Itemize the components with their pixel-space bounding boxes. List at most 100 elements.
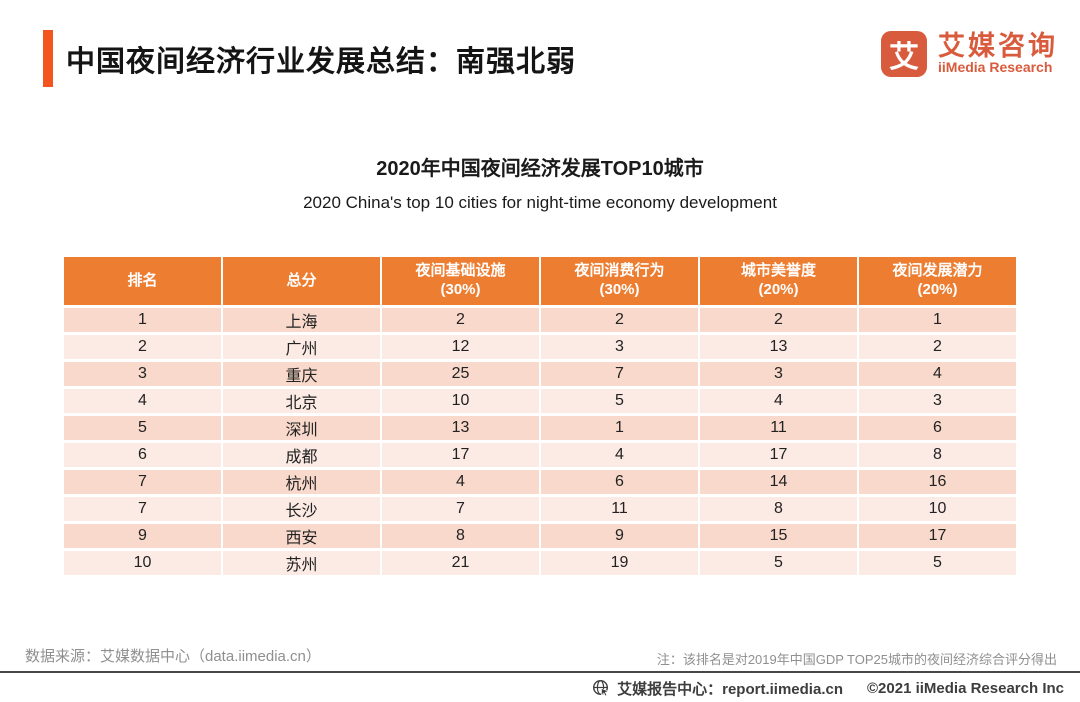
col-header-consumption: 夜间消费行为 (30%) bbox=[541, 257, 698, 305]
potential-rank-cell: 2 bbox=[859, 335, 1016, 359]
infrastructure-rank-cell: 21 bbox=[382, 551, 539, 575]
city-cell: 苏州 bbox=[223, 551, 380, 575]
potential-rank-cell: 8 bbox=[859, 443, 1016, 467]
infrastructure-rank-cell: 8 bbox=[382, 524, 539, 548]
table-row: 1 上海 2 2 2 1 bbox=[64, 308, 1016, 332]
chart-subtitle: 2020 China's top 10 cities for night-tim… bbox=[303, 193, 777, 212]
rank-cell: 6 bbox=[64, 443, 221, 467]
consumption-rank-cell: 7 bbox=[541, 362, 698, 386]
table-row: 3 重庆 25 7 3 4 bbox=[64, 362, 1016, 386]
consumption-rank-cell: 3 bbox=[541, 335, 698, 359]
potential-rank-cell: 1 bbox=[859, 308, 1016, 332]
consumption-rank-cell: 6 bbox=[541, 470, 698, 494]
globe-cursor-icon bbox=[592, 679, 610, 697]
col-header-infrastructure: 夜间基础设施 (30%) bbox=[382, 257, 539, 305]
reputation-rank-cell: 11 bbox=[700, 416, 857, 440]
col-header-weight: (30%) bbox=[440, 281, 481, 298]
city-cell: 广州 bbox=[223, 335, 380, 359]
consumption-rank-cell: 1 bbox=[541, 416, 698, 440]
rank-cell: 3 bbox=[64, 362, 221, 386]
infrastructure-rank-cell: 10 bbox=[382, 389, 539, 413]
rank-cell: 1 bbox=[64, 308, 221, 332]
rank-cell: 7 bbox=[64, 470, 221, 494]
city-cell: 西安 bbox=[223, 524, 380, 548]
consumption-rank-cell: 2 bbox=[541, 308, 698, 332]
iimedia-logo-icon: 艾 bbox=[881, 31, 927, 77]
table-header: 排名 总分 夜间基础设施 (30%) 夜间消费行为 (30%) bbox=[64, 257, 1016, 305]
rank-cell: 9 bbox=[64, 524, 221, 548]
data-source-note: 数据来源：艾媒数据中心（data.iimedia.cn） bbox=[25, 648, 321, 665]
consumption-rank-cell: 9 bbox=[541, 524, 698, 548]
chart-title: 2020年中国夜间经济发展TOP10城市 bbox=[376, 158, 704, 180]
table-row: 5 深圳 13 1 11 6 bbox=[64, 416, 1016, 440]
table-row: 2 广州 12 3 13 2 bbox=[64, 335, 1016, 359]
table-body: 1 上海 2 2 2 1 2 广州 12 3 13 2 3 重庆 25 7 3 4 4 北京 10 5 4 3 5 深圳 13 1 11… bbox=[64, 308, 1016, 575]
col-header-label: 排名 bbox=[127, 271, 158, 289]
city-cell: 重庆 bbox=[223, 362, 380, 386]
city-cell: 长沙 bbox=[223, 497, 380, 521]
potential-rank-cell: 4 bbox=[859, 362, 1016, 386]
table-row: 6 成都 17 4 17 8 bbox=[64, 443, 1016, 467]
col-header-weight: (30%) bbox=[599, 281, 640, 298]
infrastructure-rank-cell: 2 bbox=[382, 308, 539, 332]
col-header-label: 夜间消费行为 bbox=[574, 262, 665, 280]
iimedia-logo: 艾 艾媒咨询 iiMedia Research bbox=[881, 31, 1058, 77]
potential-rank-cell: 6 bbox=[859, 416, 1016, 440]
title-accent-bar bbox=[43, 30, 53, 87]
col-header-label: 总分 bbox=[286, 271, 317, 289]
reputation-rank-cell: 4 bbox=[700, 389, 857, 413]
footer-bar: 艾媒报告中心：report.iimedia.cn ©2021 iiMedia R… bbox=[592, 677, 1064, 699]
ranking-method-note: 注：该排名是对2019年中国GDP TOP25城市的夜间经济综合评分得出 bbox=[656, 652, 1057, 667]
ranking-table-wrap: 排名 总分 夜间基础设施 (30%) 夜间消费行为 (30%) bbox=[62, 254, 1018, 578]
table-row: 9 西安 8 9 15 17 bbox=[64, 524, 1016, 548]
potential-rank-cell: 5 bbox=[859, 551, 1016, 575]
reputation-rank-cell: 14 bbox=[700, 470, 857, 494]
col-header-potential: 夜间发展潜力 (20%) bbox=[859, 257, 1016, 305]
page-title: 中国夜间经济行业发展总结：南强北弱 bbox=[66, 45, 577, 78]
consumption-rank-cell: 11 bbox=[541, 497, 698, 521]
table-row: 4 北京 10 5 4 3 bbox=[64, 389, 1016, 413]
col-header-total-score: 总分 bbox=[223, 257, 380, 305]
potential-rank-cell: 16 bbox=[859, 470, 1016, 494]
rank-cell: 7 bbox=[64, 497, 221, 521]
infrastructure-rank-cell: 4 bbox=[382, 470, 539, 494]
rank-cell: 4 bbox=[64, 389, 221, 413]
col-header-reputation: 城市美誉度 (20%) bbox=[700, 257, 857, 305]
reputation-rank-cell: 17 bbox=[700, 443, 857, 467]
city-cell: 上海 bbox=[223, 308, 380, 332]
reputation-rank-cell: 2 bbox=[700, 308, 857, 332]
logo-text: 艾媒咨询 iiMedia Research bbox=[938, 32, 1058, 76]
logo-name-cn: 艾媒咨询 bbox=[938, 31, 1058, 62]
report-center-link: 艾媒报告中心：report.iimedia.cn bbox=[617, 680, 843, 698]
table-row: 7 长沙 7 11 8 10 bbox=[64, 497, 1016, 521]
copyright-text: ©2021 iiMedia Research Inc bbox=[867, 679, 1064, 697]
footer-divider bbox=[0, 671, 1080, 673]
potential-rank-cell: 3 bbox=[859, 389, 1016, 413]
reputation-rank-cell: 3 bbox=[700, 362, 857, 386]
col-header-weight: (20%) bbox=[758, 281, 799, 298]
infrastructure-rank-cell: 7 bbox=[382, 497, 539, 521]
rank-cell: 2 bbox=[64, 335, 221, 359]
rank-cell: 5 bbox=[64, 416, 221, 440]
logo-name-en: iiMedia Research bbox=[938, 59, 1053, 76]
city-cell: 深圳 bbox=[223, 416, 380, 440]
table-row: 7 杭州 4 6 14 16 bbox=[64, 470, 1016, 494]
col-header-label: 夜间基础设施 bbox=[415, 262, 506, 280]
consumption-rank-cell: 5 bbox=[541, 389, 698, 413]
infrastructure-rank-cell: 17 bbox=[382, 443, 539, 467]
infrastructure-rank-cell: 13 bbox=[382, 416, 539, 440]
reputation-rank-cell: 5 bbox=[700, 551, 857, 575]
potential-rank-cell: 17 bbox=[859, 524, 1016, 548]
reputation-rank-cell: 13 bbox=[700, 335, 857, 359]
infrastructure-rank-cell: 12 bbox=[382, 335, 539, 359]
city-cell: 北京 bbox=[223, 389, 380, 413]
city-cell: 杭州 bbox=[223, 470, 380, 494]
consumption-rank-cell: 19 bbox=[541, 551, 698, 575]
potential-rank-cell: 10 bbox=[859, 497, 1016, 521]
col-header-weight: (20%) bbox=[917, 281, 958, 298]
col-header-label: 城市美誉度 bbox=[740, 262, 816, 280]
consumption-rank-cell: 4 bbox=[541, 443, 698, 467]
reputation-rank-cell: 8 bbox=[700, 497, 857, 521]
table-row: 10 苏州 21 19 5 5 bbox=[64, 551, 1016, 575]
